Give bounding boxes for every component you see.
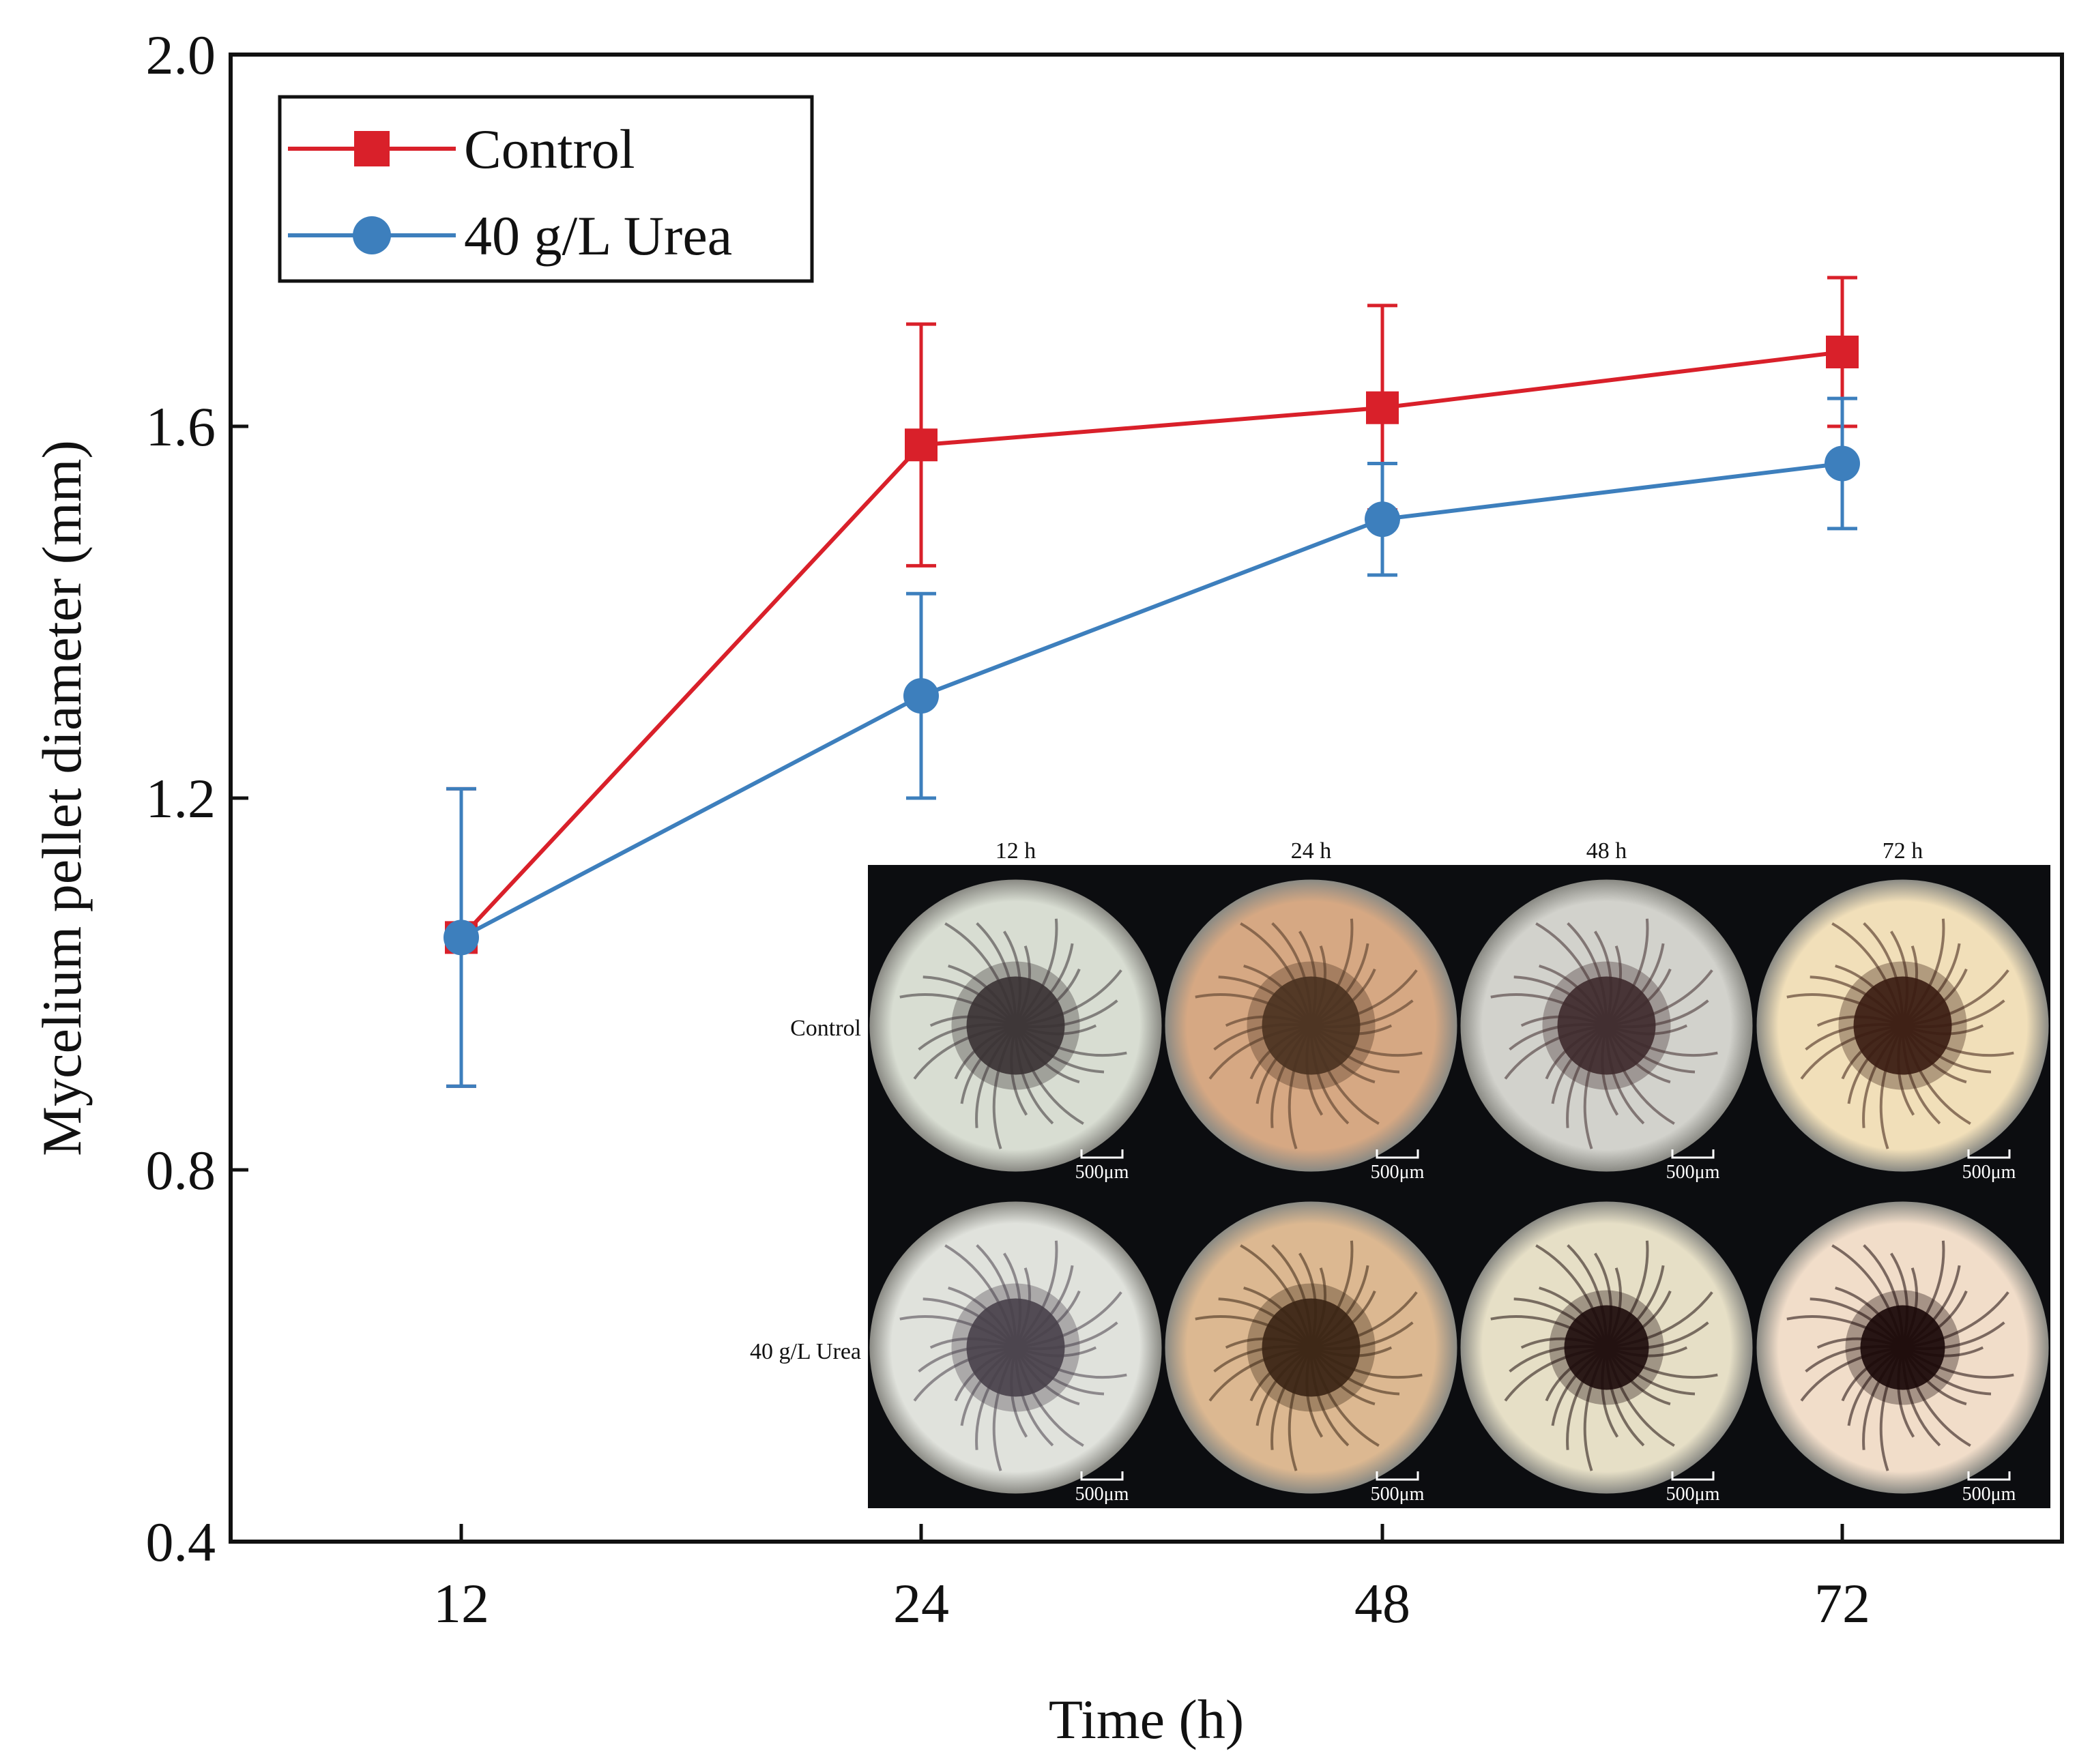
scale-bar xyxy=(1671,1149,1715,1159)
series-line xyxy=(460,461,1843,940)
legend-label-control: Control xyxy=(464,118,635,180)
inset-row-label: 40 g/L Urea xyxy=(750,1339,861,1364)
y-tick-label: 0.4 xyxy=(146,1511,216,1573)
micrograph-inset: 500μm 500μm 500μm 500μm 500μm 500μm 500μm 500μm… xyxy=(750,838,2050,1508)
legend-marker-control xyxy=(354,131,390,166)
scale-bar xyxy=(1080,1149,1124,1159)
x-axis-title: Time (h) xyxy=(1049,1688,1244,1750)
inset-column-label: 12 h xyxy=(996,838,1036,864)
pellet-core xyxy=(966,1298,1065,1397)
y-tick-label: 0.8 xyxy=(146,1139,216,1201)
x-axis: 12 24 48 72 xyxy=(433,1524,1870,1634)
pellet-core xyxy=(1557,976,1656,1075)
scale-bar xyxy=(1967,1471,2011,1481)
pellet-core xyxy=(1262,1298,1361,1397)
inset-column-label: 72 h xyxy=(1883,838,1923,864)
micrograph-cell: 500μm xyxy=(1165,1201,1457,1505)
scale-bar-label: 500μm xyxy=(1075,1162,1129,1183)
scale-bar xyxy=(1376,1149,1419,1159)
plot-area xyxy=(444,276,1860,1088)
scale-bar-label: 500μm xyxy=(1962,1162,2016,1183)
pellet-core xyxy=(1853,976,1952,1075)
pellet-core xyxy=(966,976,1065,1075)
x-tick-label: 72 xyxy=(1814,1572,1870,1634)
scale-bar-label: 500μm xyxy=(1075,1484,1129,1505)
micrograph-cell: 500μm xyxy=(1756,1201,2049,1505)
legend-marker-urea xyxy=(353,216,391,254)
scale-bar-label: 500μm xyxy=(1371,1484,1425,1505)
scale-bar-label: 500μm xyxy=(1962,1484,2016,1505)
micrograph-cell: 500μm xyxy=(1460,879,1753,1183)
pellet-core xyxy=(1860,1305,1945,1390)
scale-bar xyxy=(1080,1471,1124,1481)
micrograph-cell: 500μm xyxy=(1756,879,2049,1183)
series-urea xyxy=(444,396,1860,1088)
data-point xyxy=(444,920,479,956)
series-line xyxy=(459,350,1843,939)
inset-column-label: 48 h xyxy=(1586,838,1627,864)
inset-row-label: Control xyxy=(790,1016,861,1041)
y-axis-title: Mycelium pellet diameter (mm) xyxy=(31,440,93,1156)
legend: Control 40 g/L Urea xyxy=(278,95,814,283)
micrograph-cell: 500μm xyxy=(869,879,1162,1183)
x-tick-label: 24 xyxy=(893,1572,949,1634)
data-point xyxy=(1825,445,1860,482)
scale-bar xyxy=(1967,1149,2011,1159)
data-point xyxy=(1365,501,1400,538)
y-tick-label: 2.0 xyxy=(146,24,216,86)
scale-bar xyxy=(1671,1471,1715,1481)
pellet-core xyxy=(1564,1305,1649,1390)
micrograph-cell: 500μm xyxy=(1460,1201,1753,1505)
micrograph-cell: 500μm xyxy=(869,1201,1162,1505)
data-point xyxy=(905,428,938,462)
hyphae-strands xyxy=(1490,1240,1718,1471)
scale-bar-label: 500μm xyxy=(1371,1162,1425,1183)
micrograph-cell: 500μm xyxy=(1165,879,1457,1183)
data-point xyxy=(1826,336,1859,368)
data-point xyxy=(903,678,939,714)
hyphae-strands xyxy=(1786,1240,2014,1471)
x-tick-label: 48 xyxy=(1354,1572,1410,1634)
y-tick-label: 1.6 xyxy=(146,396,216,458)
x-tick-label: 12 xyxy=(433,1572,489,1634)
data-point xyxy=(1366,391,1399,424)
legend-label-urea: 40 g/L Urea xyxy=(464,205,732,267)
scale-bar-label: 500μm xyxy=(1666,1162,1720,1183)
inset-column-label: 24 h xyxy=(1291,838,1332,864)
scale-bar-label: 500μm xyxy=(1666,1484,1720,1505)
pellet-core xyxy=(1262,976,1361,1075)
y-tick-label: 1.2 xyxy=(146,767,216,829)
scale-bar xyxy=(1376,1471,1419,1481)
y-axis: 0.4 0.8 1.2 1.6 2.0 xyxy=(146,24,248,1573)
